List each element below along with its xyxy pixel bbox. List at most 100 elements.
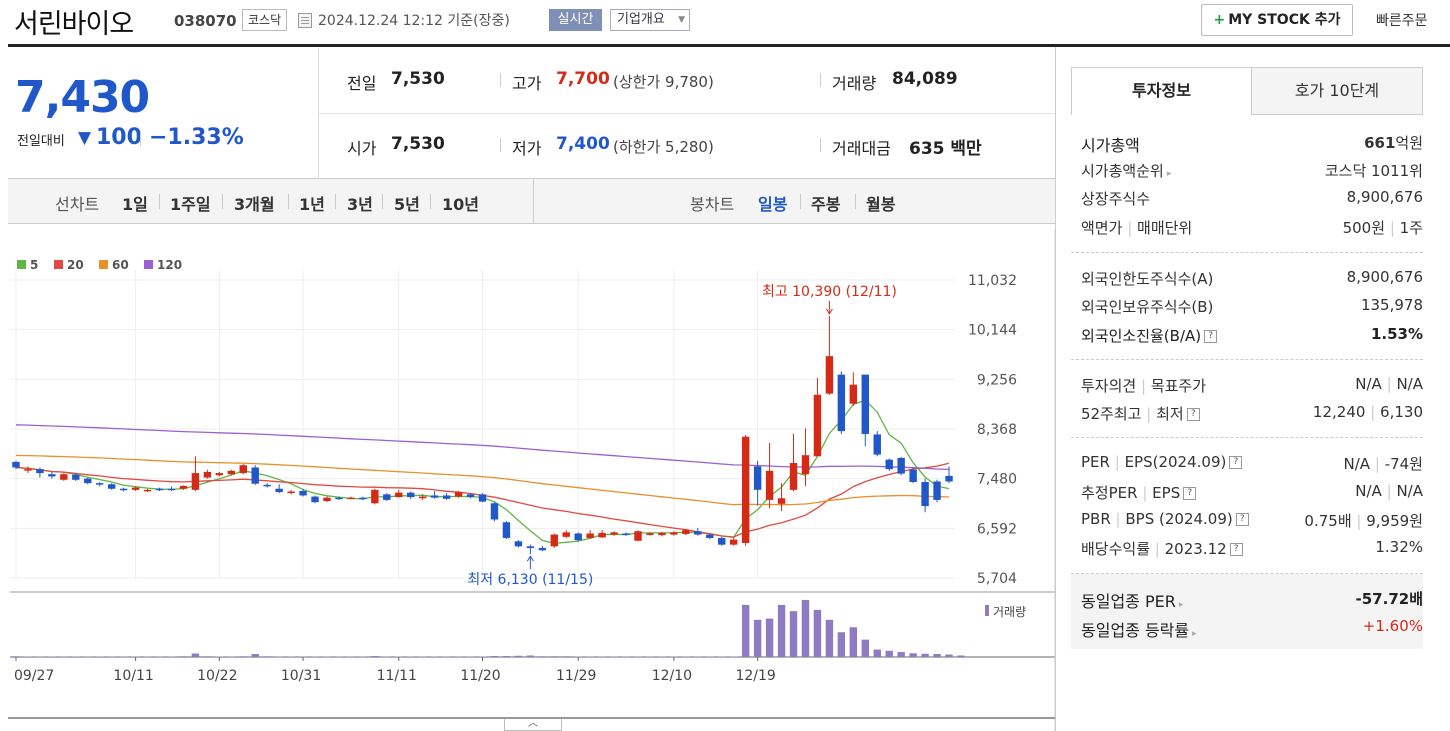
candle-weekly[interactable]: 주봉 bbox=[811, 195, 841, 214]
help-icon[interactable]: ? bbox=[1229, 456, 1243, 469]
volume-bar bbox=[514, 655, 523, 657]
company-overview-label: 기업개요 bbox=[617, 12, 665, 27]
volume-bar bbox=[909, 653, 917, 657]
divider bbox=[855, 194, 856, 209]
foreign-held-value: 135,978 bbox=[1360, 296, 1423, 314]
caret-right-icon: ▸ bbox=[1178, 600, 1184, 610]
period-3y[interactable]: 3년 bbox=[347, 195, 373, 214]
candle-body bbox=[407, 492, 415, 498]
industry-per-label[interactable]: 동일업종 PER ▸ bbox=[1081, 588, 1183, 612]
volume-bar bbox=[191, 653, 200, 657]
help-icon[interactable]: ? bbox=[1183, 487, 1197, 500]
help-icon[interactable]: ? bbox=[1186, 408, 1200, 421]
volume-bar bbox=[813, 609, 822, 657]
market-badge: 코스닥 bbox=[242, 9, 288, 31]
period-10y[interactable]: 10년 bbox=[442, 195, 479, 214]
volume-bar bbox=[765, 618, 774, 657]
help-icon[interactable]: ? bbox=[1229, 543, 1243, 556]
foreign-held-label: 외국인보유주식수(B) bbox=[1081, 298, 1214, 316]
candle-body bbox=[921, 482, 929, 507]
market-cap-rank-label[interactable]: 시가총액순위 ▸ bbox=[1081, 160, 1171, 181]
period-5y[interactable]: 5년 bbox=[394, 195, 420, 214]
industry-per-text: 동일업종 PER bbox=[1081, 592, 1176, 611]
company-overview-dropdown[interactable]: 기업개요 ▼ bbox=[610, 9, 690, 31]
candle-body bbox=[849, 384, 858, 404]
volume-bar bbox=[933, 654, 941, 657]
volume-bar bbox=[179, 656, 188, 657]
volume-bar bbox=[263, 656, 271, 657]
trade-unit-text: 매매단위 bbox=[1137, 219, 1193, 237]
candle-body bbox=[383, 494, 391, 500]
chevron-down-icon: ▼ bbox=[678, 15, 685, 25]
est-per-text: 추정PER bbox=[1081, 484, 1138, 502]
candle-body bbox=[418, 496, 427, 499]
divider bbox=[500, 73, 501, 87]
legend-swatch-60 bbox=[99, 260, 108, 269]
add-mystock-button[interactable]: + MY STOCK 추가 bbox=[1201, 4, 1353, 36]
change-label: 전일대비 bbox=[17, 134, 65, 149]
candle-body bbox=[454, 492, 463, 497]
dividend-value: 1.32% bbox=[1375, 538, 1423, 556]
low-arrow-head bbox=[526, 555, 534, 562]
candle-body bbox=[586, 533, 594, 538]
candle-body bbox=[263, 484, 271, 487]
trade-amount-value: 635 백만 bbox=[909, 139, 982, 159]
legend-label-5: 5 bbox=[30, 258, 38, 272]
change-percent: −1.33% bbox=[149, 125, 244, 150]
help-icon[interactable]: ? bbox=[1204, 330, 1218, 343]
upper-limit: (상한가 9,780) bbox=[613, 73, 714, 91]
volume-bar bbox=[538, 656, 547, 657]
quick-order-link[interactable]: 빠른주문 bbox=[1376, 13, 1428, 29]
candle-body bbox=[562, 532, 570, 537]
est-per-label: 추정PER | EPS? bbox=[1081, 482, 1197, 503]
candle-body bbox=[873, 434, 881, 455]
candle-body bbox=[84, 478, 92, 484]
candle-body bbox=[514, 541, 523, 547]
pbr-text: PBR bbox=[1081, 510, 1111, 528]
divider bbox=[1071, 252, 1423, 253]
realtime-button[interactable]: 실시간 bbox=[549, 9, 602, 31]
divider bbox=[1071, 573, 1423, 574]
tab-investment-info[interactable]: 투자정보 bbox=[1071, 67, 1252, 115]
stock-chart[interactable]: 11,032 10,144 9,256 8,368 7,480 6,592 5,704 09/… bbox=[0, 230, 1055, 731]
candles bbox=[12, 315, 953, 555]
volume-bar bbox=[801, 600, 810, 657]
candle-monthly[interactable]: 월봉 bbox=[866, 195, 896, 214]
volume-bar bbox=[849, 627, 858, 657]
volume-bars bbox=[12, 600, 965, 657]
help-icon[interactable]: ? bbox=[1235, 513, 1249, 526]
candle-daily[interactable]: 일봉 bbox=[758, 195, 788, 214]
divider bbox=[1071, 437, 1423, 438]
period-3m[interactable]: 3개월 bbox=[234, 195, 275, 214]
tab-orderbook-10[interactable]: 호가 10단계 bbox=[1251, 67, 1423, 115]
candle-body bbox=[179, 485, 188, 489]
est-eps-amount: N/A bbox=[1396, 482, 1423, 500]
candle-body bbox=[347, 497, 355, 500]
candle-body bbox=[60, 474, 68, 480]
stock-code: 038070 bbox=[174, 12, 237, 30]
period-1d[interactable]: 1일 bbox=[122, 195, 148, 214]
candle-body bbox=[622, 533, 630, 535]
volume-bar bbox=[203, 656, 212, 657]
x-tick-label: 12/19 bbox=[735, 668, 775, 684]
opinion-text: 투자의견 bbox=[1081, 377, 1137, 395]
trade-unit-amount: 1주 bbox=[1399, 219, 1423, 237]
period-1y[interactable]: 1년 bbox=[299, 195, 325, 214]
industry-change-label[interactable]: 동일업종 등락률 ▸ bbox=[1081, 617, 1197, 641]
divider bbox=[1071, 359, 1423, 360]
market-cap-rank-value: 코스닥 1011위 bbox=[1324, 162, 1423, 180]
candle-body bbox=[646, 533, 654, 535]
collapse-chart-button[interactable]: ︿ bbox=[504, 719, 562, 731]
legend-label-60: 60 bbox=[112, 258, 129, 272]
divider bbox=[820, 138, 821, 152]
candle-body bbox=[526, 546, 535, 549]
volume-bar bbox=[945, 654, 953, 657]
y-tick-label: 10,144 bbox=[968, 323, 1017, 339]
low-annotation: 최저 6,130 (11/15) bbox=[467, 572, 593, 588]
listed-shares-value: 8,900,676 bbox=[1346, 188, 1423, 206]
candle-body bbox=[323, 497, 331, 502]
period-1w[interactable]: 1주일 bbox=[170, 195, 211, 214]
eps-amount: -74원 bbox=[1384, 455, 1423, 473]
divider bbox=[800, 194, 801, 209]
dividend-year: 2023.12 bbox=[1164, 540, 1227, 558]
